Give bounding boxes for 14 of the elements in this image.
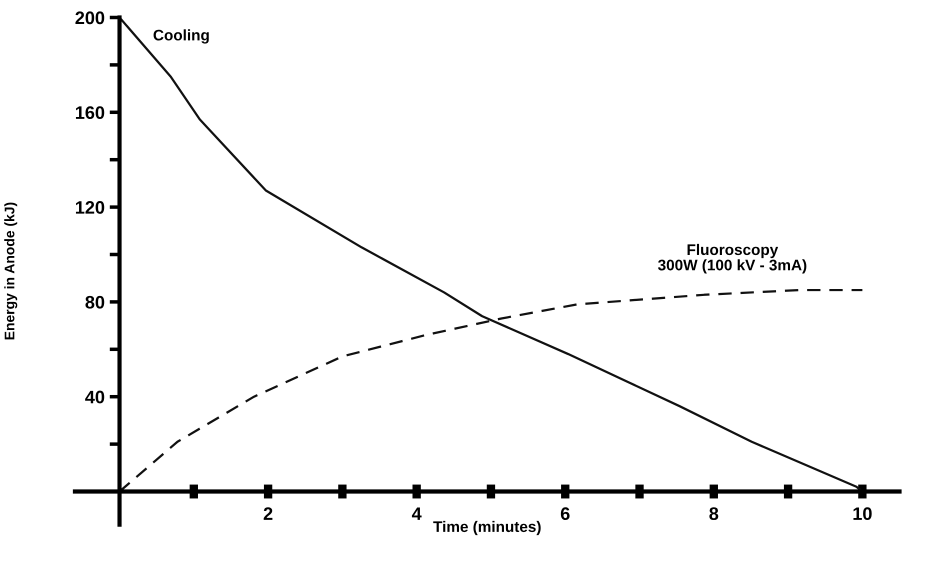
x-tick-label: 2 [264, 507, 272, 520]
series-label: Cooling [154, 29, 209, 44]
y-tick-label: 160 [76, 106, 104, 120]
x-tick-label: 6 [560, 507, 570, 520]
y-tick-label: 200 [75, 11, 104, 24]
x-axis-title: Time (minutes) [433, 520, 541, 536]
x-tick-label: 10 [853, 507, 872, 520]
y-tick-label: 120 [76, 201, 104, 214]
x-tick-label: 8 [709, 507, 718, 520]
y-axis-title: Energy in Anode (kJ) [4, 202, 18, 340]
x-tick-label: 4 [412, 507, 422, 520]
y-tick-label: 40 [85, 390, 104, 404]
y-tick-label: 80 [85, 296, 104, 309]
series-label: Fluoroscopy 300W (100 kV - 3mA) [658, 244, 806, 274]
